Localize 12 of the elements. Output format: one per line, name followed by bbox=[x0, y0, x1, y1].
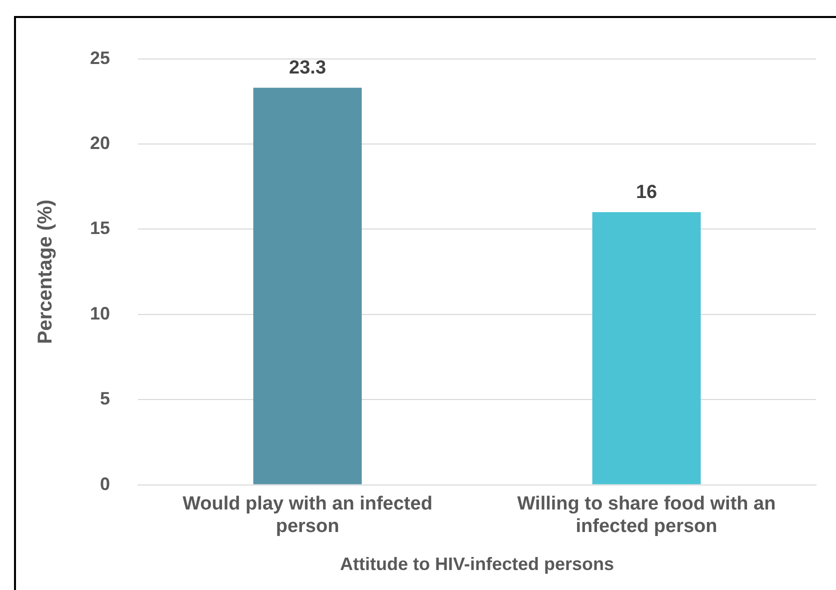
x-axis-title: Attitude to HIV-infected persons bbox=[340, 554, 614, 574]
y-tick-label: 15 bbox=[90, 218, 110, 238]
y-tick-label: 10 bbox=[90, 303, 110, 324]
y-axis-title: Percentage (%) bbox=[34, 200, 57, 344]
y-tick-label: 5 bbox=[100, 388, 110, 409]
x-tick-label: Would play with an infected person bbox=[182, 493, 432, 538]
x-tick-label: Willing to share food with an infected person bbox=[517, 493, 776, 538]
y-tick-label: 25 bbox=[90, 48, 110, 68]
y-tick-label: 0 bbox=[100, 474, 110, 494]
data-label: 16 bbox=[636, 182, 658, 203]
data-label: 23.3 bbox=[289, 58, 326, 78]
y-tick-label: 20 bbox=[90, 132, 110, 153]
